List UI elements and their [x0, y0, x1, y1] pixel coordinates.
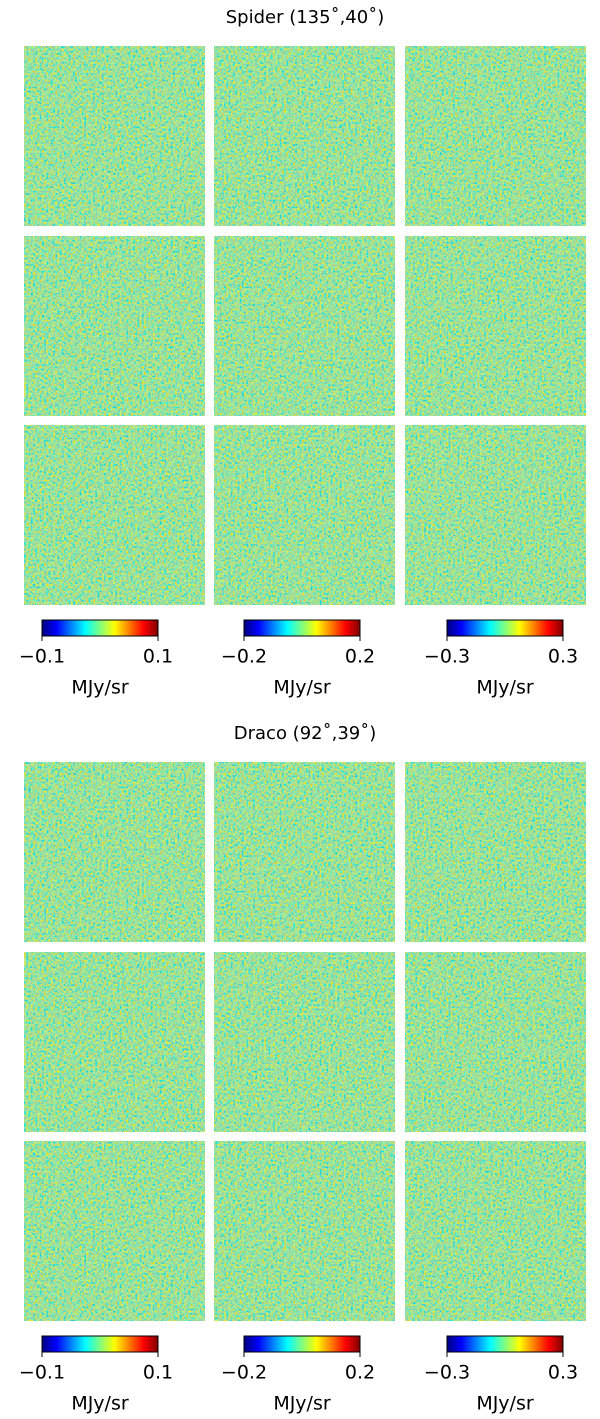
figure-title: Draco (92˚,39˚) [234, 723, 377, 744]
colorbar-label: MJy/sr [476, 677, 534, 699]
map-panel [405, 46, 586, 226]
map-panel [405, 1141, 586, 1321]
map-panel [24, 1141, 205, 1321]
figure-title: Spider (135˚,40˚) [226, 7, 385, 28]
map-panel [214, 762, 395, 942]
map-panel [24, 952, 205, 1132]
map-panel [214, 236, 395, 416]
colorbar-label: MJy/sr [273, 1393, 331, 1415]
map-panel [214, 46, 395, 226]
map-panel [405, 425, 586, 605]
tick-label: 0.1 [143, 646, 173, 668]
map-panel [405, 236, 586, 416]
tick-label: 0.3 [548, 646, 578, 668]
tick-label: 0.2 [345, 646, 375, 668]
map-panel [24, 46, 205, 226]
tick-label: −0.1 [19, 646, 65, 668]
tick-label: −0.3 [424, 646, 470, 668]
map-panel [24, 425, 205, 605]
colorbar [446, 619, 564, 637]
map-panel [24, 236, 205, 416]
colorbar-label: MJy/sr [476, 1393, 534, 1415]
colorbar-label: MJy/sr [273, 677, 331, 699]
colorbar [41, 619, 159, 637]
tick-label: −0.3 [424, 1362, 470, 1384]
tick-label: 0.2 [345, 1362, 375, 1384]
tick-label: −0.2 [221, 1362, 267, 1384]
tick-label: 0.3 [548, 1362, 578, 1384]
colorbar-label: MJy/sr [71, 677, 129, 699]
colorbar-label: MJy/sr [71, 1393, 129, 1415]
map-panel [405, 952, 586, 1132]
map-panel [405, 762, 586, 942]
colorbar [243, 619, 361, 637]
tick-label: −0.1 [19, 1362, 65, 1384]
colorbar [446, 1335, 564, 1353]
colorbar [243, 1335, 361, 1353]
map-panel [24, 762, 205, 942]
map-panel [214, 425, 395, 605]
map-panel [214, 952, 395, 1132]
colorbar [41, 1335, 159, 1353]
tick-label: −0.2 [221, 646, 267, 668]
map-panel [214, 1141, 395, 1321]
tick-label: 0.1 [143, 1362, 173, 1384]
